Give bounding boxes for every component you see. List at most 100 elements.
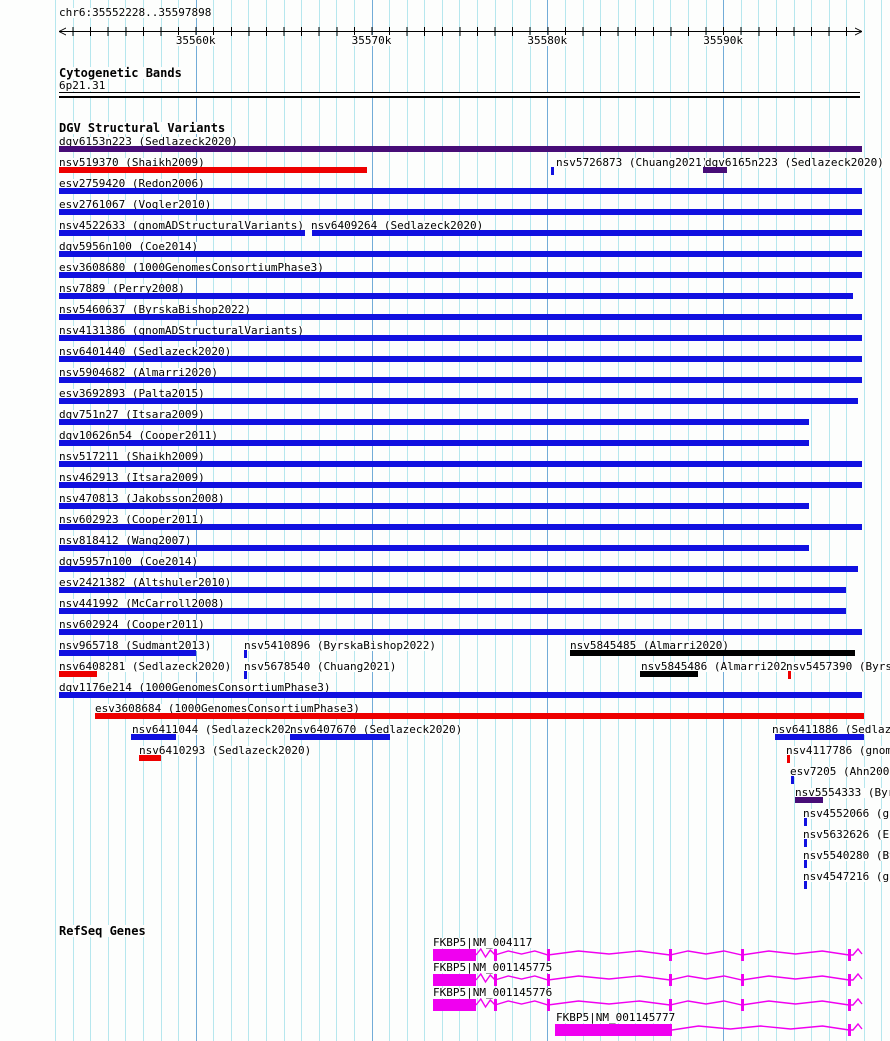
variant-feature-tick[interactable] — [804, 881, 807, 889]
variant-feature-label[interactable]: nsv5904682 (Almarri2020) — [59, 366, 218, 379]
transcript-label[interactable]: FKBP5|NM_004117 — [433, 936, 533, 949]
variant-feature-label[interactable]: nsv5410896 (ByrskaBishop2022) — [244, 639, 437, 652]
variant-feature-bar[interactable] — [59, 671, 97, 677]
variant-feature-bar[interactable] — [59, 251, 862, 257]
variant-feature-bar[interactable] — [59, 335, 862, 341]
variant-feature-tick[interactable] — [788, 671, 791, 679]
variant-feature-label[interactable]: nsv462913 (Itsara2009) — [59, 471, 205, 484]
variant-feature-label[interactable]: nsv602923 (Cooper2011) — [59, 513, 205, 526]
variant-feature-tick[interactable] — [244, 671, 247, 679]
transcript-exon-tick[interactable] — [741, 999, 744, 1011]
variant-feature-label[interactable]: dgv6153n223 (Sedlazeck2020) — [59, 135, 238, 148]
variant-feature-label[interactable]: esv3692893 (Palta2015) — [59, 387, 205, 400]
variant-feature-bar[interactable] — [59, 377, 862, 383]
variant-feature-label[interactable]: nsv519370 (Shaikh2009) — [59, 156, 205, 169]
transcript-exon-tick[interactable] — [669, 974, 672, 986]
variant-feature-label[interactable]: esv2761067 (Vogler2010) — [59, 198, 212, 211]
variant-feature-bar[interactable] — [59, 692, 862, 698]
variant-feature-bar[interactable] — [59, 587, 846, 593]
variant-feature-bar[interactable] — [59, 188, 862, 194]
transcript-exon-tick[interactable] — [848, 999, 851, 1011]
variant-feature-label[interactable]: nsv4522633 (gnomADStructuralVariants) — [59, 219, 305, 232]
variant-feature-bar[interactable] — [59, 608, 846, 614]
transcript-exon-tick[interactable] — [741, 974, 744, 986]
variant-feature-bar[interactable] — [290, 734, 390, 740]
variant-feature-label[interactable]: dgv6165n223 (Sedlazeck2020) — [705, 156, 884, 169]
variant-feature-label[interactable]: esv3608680 (1000GenomesConsortiumPhase3) — [59, 261, 324, 274]
variant-feature-bar[interactable] — [59, 482, 862, 488]
transcript-exon-tick[interactable] — [547, 974, 550, 986]
variant-feature-tick[interactable] — [804, 839, 807, 847]
variant-feature-bar[interactable] — [703, 167, 727, 173]
variant-feature-label[interactable]: nsv5540280 (Byr — [803, 850, 890, 861]
variant-feature-bar[interactable] — [640, 671, 698, 677]
variant-feature-bar[interactable] — [59, 209, 862, 215]
variant-feature-label[interactable]: nsv6408281 (Sedlazeck2020) — [59, 660, 232, 673]
variant-feature-label[interactable]: nsv5726873 (Chuang2021) — [556, 156, 709, 169]
transcript-label[interactable]: FKBP5|NM_001145777 — [556, 1011, 676, 1024]
variant-feature-bar[interactable] — [59, 545, 809, 551]
variant-feature-bar[interactable] — [59, 398, 858, 404]
variant-feature-label[interactable]: dgv1176e214 (1000GenomesConsortiumPhase3… — [59, 681, 331, 694]
variant-feature-label[interactable]: nsv5457390 (Byrsk — [786, 661, 890, 672]
variant-feature-bar[interactable] — [59, 167, 367, 173]
transcript-exon-tick[interactable] — [547, 949, 550, 961]
transcript-exon-tick[interactable] — [494, 949, 497, 961]
variant-feature-label[interactable]: nsv6407670 (Sedlazeck2020) — [290, 723, 463, 736]
variant-feature-label[interactable]: nsv5554333 (Byrsk — [795, 787, 890, 798]
variant-feature-label[interactable]: dgv5956n100 (Coe2014) — [59, 240, 199, 253]
variant-feature-label[interactable]: nsv5845486 (Almarri2020) — [641, 660, 800, 673]
variant-feature-tick[interactable] — [551, 167, 554, 175]
variant-feature-bar[interactable] — [59, 461, 862, 467]
variant-feature-label[interactable]: nsv6410293 (Sedlazeck2020) — [139, 744, 312, 757]
variant-feature-label[interactable]: nsv6411044 (Sedlazeck2020) — [132, 723, 305, 736]
variant-feature-label[interactable]: nsv441992 (McCarroll2008) — [59, 597, 225, 610]
variant-feature-bar[interactable] — [312, 230, 862, 236]
transcript-exon-tick[interactable] — [547, 999, 550, 1011]
transcript-exon-box[interactable] — [433, 949, 476, 961]
variant-feature-label[interactable]: dgv751n27 (Itsara2009) — [59, 408, 205, 421]
variant-feature-tick[interactable] — [804, 860, 807, 868]
variant-feature-label[interactable]: esv2421382 (Altshuler2010) — [59, 576, 232, 589]
transcript-exon-tick[interactable] — [848, 1024, 851, 1036]
variant-feature-label[interactable]: nsv470813 (Jakobsson2008) — [59, 492, 225, 505]
variant-feature-bar[interactable] — [59, 272, 862, 278]
variant-feature-bar[interactable] — [59, 629, 862, 635]
transcript-exon-tick[interactable] — [494, 999, 497, 1011]
variant-feature-tick[interactable] — [787, 755, 790, 763]
variant-feature-label[interactable]: nsv4117786 (gnomAD — [786, 745, 890, 756]
variant-feature-label[interactable]: esv7205 (Ahn2009) — [790, 766, 890, 777]
transcript-exon-box[interactable] — [555, 1024, 672, 1036]
variant-feature-bar[interactable] — [59, 314, 862, 320]
variant-feature-label[interactable]: nsv965718 (Sudmant2013) — [59, 639, 212, 652]
variant-feature-label[interactable]: dgv5957n100 (Coe2014) — [59, 555, 199, 568]
variant-feature-label[interactable]: nsv6409264 (Sedlazeck2020) — [311, 219, 484, 232]
variant-feature-bar[interactable] — [59, 566, 858, 572]
transcript-label[interactable]: FKBP5|NM_001145775 — [433, 961, 553, 974]
variant-feature-label[interactable]: nsv5460637 (ByrskaBishop2022) — [59, 303, 252, 316]
variant-feature-bar[interactable] — [59, 524, 862, 530]
variant-feature-label[interactable]: nsv4131386 (gnomADStructuralVariants) — [59, 324, 305, 337]
transcript-exon-tick[interactable] — [741, 949, 744, 961]
transcript-exon-tick[interactable] — [494, 974, 497, 986]
variant-feature-bar[interactable] — [570, 650, 855, 656]
variant-feature-tick[interactable] — [804, 818, 807, 826]
variant-feature-label[interactable]: dgv10626n54 (Cooper2011) — [59, 429, 218, 442]
transcript-exon-tick[interactable] — [848, 974, 851, 986]
variant-feature-tick[interactable] — [244, 650, 247, 658]
variant-feature-bar[interactable] — [131, 734, 176, 740]
transcript-exon-tick[interactable] — [669, 949, 672, 961]
variant-feature-bar[interactable] — [59, 146, 862, 152]
variant-feature-label[interactable]: nsv6411886 (Sedlazec — [772, 724, 890, 735]
transcript-exon-tick[interactable] — [669, 999, 672, 1011]
variant-feature-bar[interactable] — [59, 230, 305, 236]
transcript-exon-tick[interactable] — [848, 949, 851, 961]
variant-feature-label[interactable]: nsv5845485 (Almarri2020) — [570, 639, 729, 652]
variant-feature-label[interactable]: esv3608684 (1000GenomesConsortiumPhase3) — [95, 702, 360, 715]
variant-feature-bar[interactable] — [59, 419, 809, 425]
variant-feature-label[interactable]: nsv6401440 (Sedlazeck2020) — [59, 345, 232, 358]
variant-feature-bar[interactable] — [59, 650, 196, 656]
variant-feature-bar[interactable] — [59, 293, 853, 299]
variant-feature-label[interactable]: nsv4547216 (gno — [803, 871, 890, 882]
variant-feature-label[interactable]: nsv818412 (Wang2007) — [59, 534, 192, 547]
